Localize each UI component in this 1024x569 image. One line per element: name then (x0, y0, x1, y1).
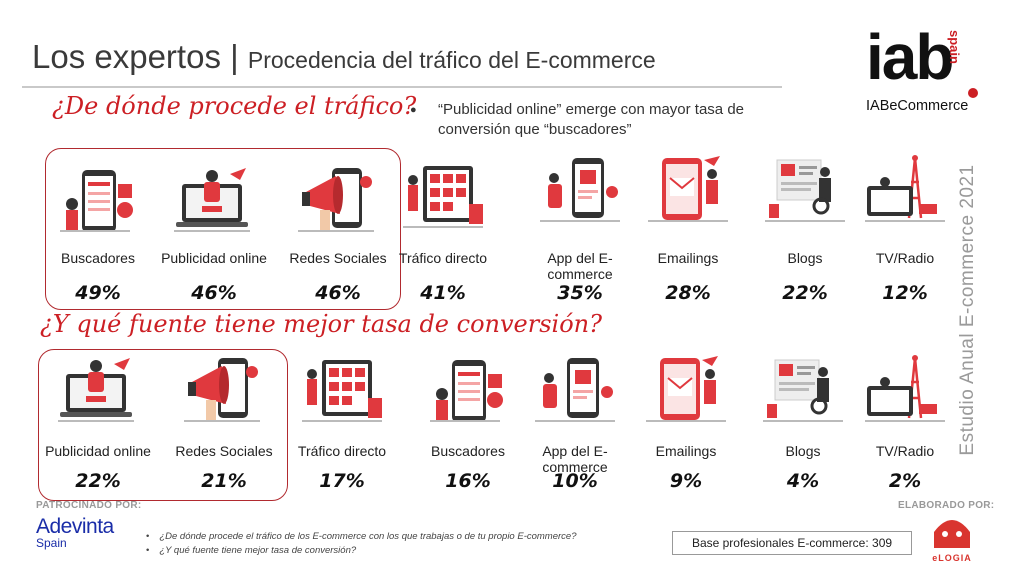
source-percentage: 10% (552, 470, 598, 492)
source-percentage: 28% (665, 282, 711, 304)
study-label: Estudio Anual E-commerce 2021 (948, 160, 988, 460)
blog-board-illustration (757, 352, 849, 431)
source-percentage: 49% (75, 282, 121, 304)
source-percentage: 35% (557, 282, 603, 304)
shop-screen-illustration (397, 158, 489, 237)
mobile-app-illustration (529, 352, 621, 431)
source-percentage: 2% (888, 470, 922, 492)
source-label: Redes Sociales (175, 443, 273, 459)
iab-logo: iab spain IABeCommerce (866, 21, 996, 116)
blog-board-illustration (759, 152, 851, 231)
question-conversion: ¿Y qué fuente tiene mejor tasa de conver… (40, 310, 602, 338)
adevinta-name: Adevinta (36, 515, 114, 538)
source-label: Publicidad online (161, 250, 267, 266)
source-label: Emailings (657, 250, 719, 266)
study-label-text: Estudio Anual E-commerce 2021 (957, 164, 978, 456)
bullet-dot: ● (410, 104, 417, 116)
source-label: Buscadores (61, 250, 135, 266)
source-percentage: 21% (201, 470, 247, 492)
source-label: App del E-commerce (542, 443, 608, 475)
elogia-logo: eLOGIA (930, 512, 974, 563)
source-label: Blogs (787, 250, 823, 266)
source-percentage: 12% (882, 282, 928, 304)
source-percentage: 4% (786, 470, 820, 492)
page-title: Los expertos | Procedencia del tráfico d… (32, 38, 656, 76)
footnote-item: • ¿Y qué fuente tiene mejor tasa de conve… (146, 545, 357, 556)
source-percentage: 22% (782, 282, 828, 304)
laptop-advertising-illustration (168, 162, 260, 241)
source-percentage: 22% (75, 470, 121, 492)
title-divider (22, 86, 782, 88)
source-percentage: 46% (191, 282, 237, 304)
key-insight-text: “Publicidad online” emerge con mayor tas… (438, 101, 744, 138)
source-label: Blogs (785, 443, 821, 459)
source-label: Redes Sociales (289, 250, 387, 266)
email-phone-illustration (642, 152, 734, 231)
footnote-item: • ¿De dónde procede el tráfico de los E-c… (146, 531, 577, 542)
title-main: Los expertos (32, 38, 221, 75)
source-percentage: 9% (669, 470, 703, 492)
sponsor-label: PATROCINADO POR: (36, 500, 142, 511)
source-label: TV/Radio (875, 443, 935, 459)
source-label: TV/Radio (875, 250, 935, 266)
mobile-app-illustration (534, 152, 626, 231)
elogia-name: eLOGIA (932, 553, 972, 563)
footnote-text: ¿De dónde procede el tráfico de los E-co… (159, 531, 577, 542)
tv-radio-illustration (859, 152, 951, 231)
top3-traffic-box (45, 148, 401, 310)
adevinta-logo: Adevinta Spain (36, 515, 114, 550)
shop-screen-illustration (296, 352, 388, 431)
source-label: Tráfico directo (297, 443, 387, 459)
megaphone-phone-illustration (178, 352, 270, 431)
search-phone-illustration (52, 162, 144, 241)
iab-logo-wordmark: iab (866, 21, 954, 93)
made-by-label: ELABORADO POR: (898, 500, 995, 511)
email-phone-illustration (640, 352, 732, 431)
source-label: Buscadores (431, 443, 505, 459)
title-subtitle: Procedencia del tráfico del E-commerce (247, 47, 656, 73)
top2-conversion-box (38, 349, 288, 501)
source-percentage: 46% (315, 282, 361, 304)
search-phone-illustration (422, 352, 514, 431)
iab-logo-tag: IABeCommerce (866, 98, 969, 114)
footnote-text: ¿Y qué fuente tiene mejor tasa de conver… (159, 545, 357, 556)
iab-logo-country: spain (947, 30, 962, 64)
adevinta-country: Spain (36, 536, 67, 550)
source-percentage: 16% (445, 470, 491, 492)
question-traffic: ¿De dónde procede el tráfico? (52, 92, 417, 120)
title-separator: | (230, 38, 239, 75)
tv-radio-illustration (859, 352, 951, 431)
source-percentage: 17% (319, 470, 365, 492)
source-label: App del E-commerce (547, 250, 613, 282)
footnotes: • ¿De dónde procede el tráfico de los E-c… (146, 530, 666, 558)
elogia-house-icon (934, 516, 970, 548)
megaphone-phone-illustration (292, 162, 384, 241)
source-percentage: 41% (420, 282, 466, 304)
laptop-advertising-illustration (52, 352, 144, 431)
sample-base: Base profesionales E-commerce: 309 (672, 531, 912, 555)
source-label: Publicidad online (45, 443, 151, 459)
source-label: Tráfico directo (398, 250, 488, 266)
iab-logo-dot (968, 88, 978, 98)
source-label: Emailings (655, 443, 717, 459)
